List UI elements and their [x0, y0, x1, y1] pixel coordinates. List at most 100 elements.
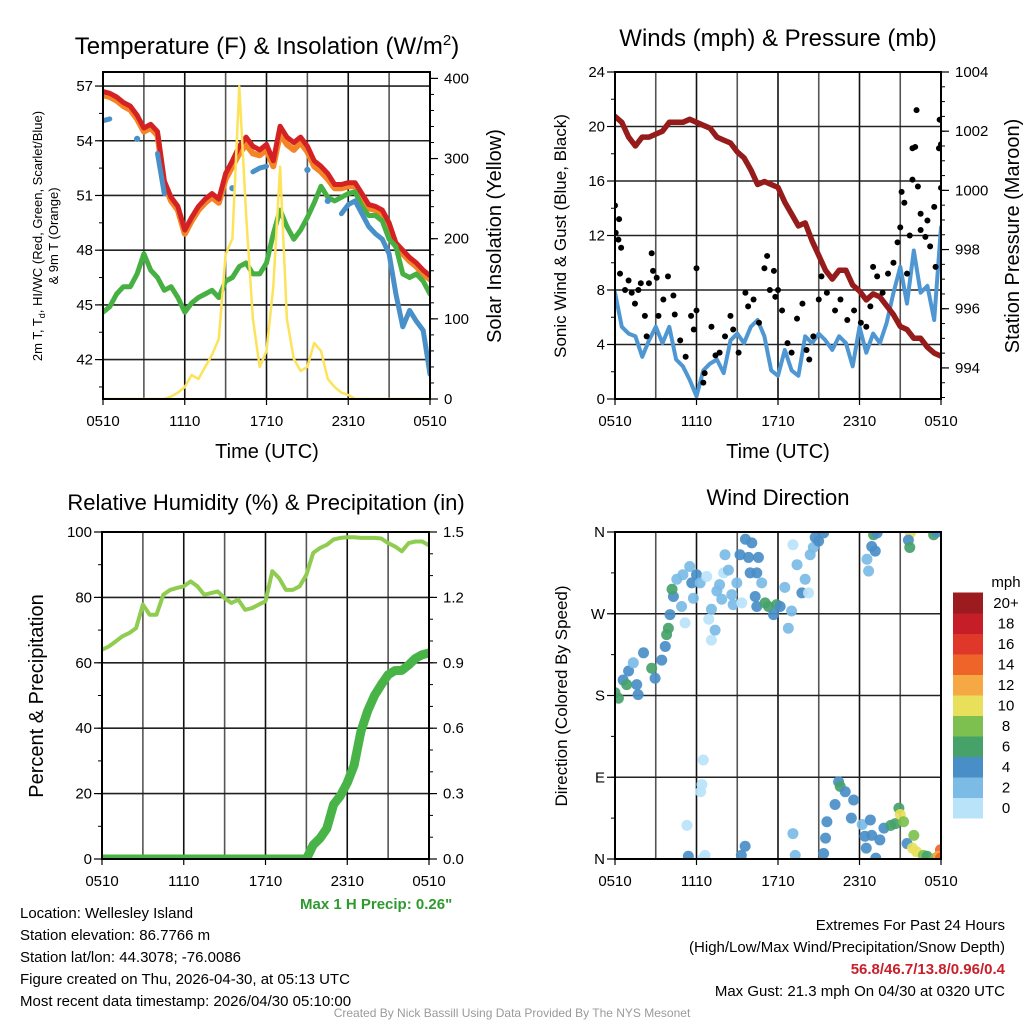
x-tick-label: 0510 — [924, 413, 957, 430]
extremes-values: 56.8/46.7/13.8/0.96/0.4 — [850, 961, 1005, 978]
wind-direction-point — [921, 850, 933, 859]
gust-point — [653, 274, 660, 281]
wind-direction-point — [679, 617, 691, 629]
wind-direction-point — [791, 559, 803, 571]
wind-direction-point — [649, 672, 661, 684]
wind-direction-point — [664, 609, 676, 621]
gust-point — [745, 303, 752, 310]
wind-direction-point — [818, 532, 830, 539]
y2-tick-label: 994 — [955, 360, 980, 377]
wind-direction-point — [863, 565, 875, 577]
elevation-text: Station elevation: 86.7766 m — [20, 927, 211, 944]
y-tick-label: 42 — [76, 352, 93, 369]
gust-point — [616, 216, 623, 223]
wind-direction-point — [656, 654, 668, 666]
y-tick-label: 45 — [76, 297, 93, 314]
wind-direction-point — [779, 581, 791, 593]
temperature-y-axis-label-line1: 2m T, Td, HI/WC (Red, Green, Scarlet/Blu… — [30, 111, 47, 361]
wind-direction-point — [682, 850, 694, 859]
max-gust-text: Max Gust: 21.3 mph On 04/30 at 0320 UTC — [714, 983, 1005, 1000]
gust-point — [894, 239, 901, 246]
wind-direction-point — [869, 545, 881, 557]
colorbar-label: 16 — [998, 636, 1015, 653]
gust-point — [722, 333, 729, 340]
direction-plot-area — [615, 532, 941, 859]
gust-point — [708, 323, 715, 330]
y2-tick-label: 100 — [444, 311, 469, 328]
gust-point — [677, 337, 684, 344]
y2-tick-label: 1.5 — [443, 524, 464, 541]
y-tick-label: 40 — [75, 720, 92, 737]
gust-point — [650, 267, 657, 274]
wind-direction-point — [735, 849, 747, 859]
gust-point — [917, 210, 924, 217]
station-info: Location: Wellesley Island Station eleva… — [20, 903, 351, 1013]
wind-direction-point — [681, 819, 693, 831]
gust-point — [906, 232, 913, 239]
wind-direction-point — [889, 818, 901, 830]
gust-point — [898, 188, 905, 195]
gust-point — [770, 267, 777, 274]
wind-direction-point — [821, 816, 833, 828]
wind-direction-point — [749, 590, 761, 602]
wind-direction-point — [751, 600, 763, 612]
wind-direction-point — [904, 541, 916, 553]
wind-direction-point — [845, 812, 857, 824]
hi-wc-point — [304, 166, 311, 174]
y-tick-label: E — [595, 769, 605, 786]
colorbar-label: 12 — [998, 677, 1015, 694]
wind-direction-point — [677, 569, 689, 581]
gust-point — [693, 265, 700, 272]
wind-direction-point — [687, 592, 699, 604]
gust-point — [863, 323, 870, 330]
humidity-y-axis-label: Percent & Precipitation — [26, 594, 48, 797]
gust-point — [700, 379, 707, 386]
wind-direction-point — [874, 834, 886, 846]
gust-point — [727, 312, 734, 319]
gust-point — [643, 333, 650, 340]
wind-direction-point — [789, 849, 801, 859]
wind-direction-point — [638, 647, 650, 659]
temperature-y-axis-label-line2: & 9m T (Orange) — [46, 187, 61, 284]
gust-point — [761, 265, 768, 272]
wind-direction-point — [676, 600, 688, 612]
y-tick-label: 100 — [67, 524, 92, 541]
y2-tick-label: 200 — [444, 231, 469, 248]
y-tick-label: 80 — [75, 589, 92, 606]
temperature-plot-frame — [102, 71, 431, 400]
colorbar-label: 14 — [998, 656, 1015, 673]
gust-point — [874, 273, 881, 280]
humidity-panel-title: Relative Humidity (%) & Precipitation (i… — [67, 490, 464, 515]
extremes-info: Extremes For Past 24 Hours (High/Low/Max… — [689, 915, 1005, 1003]
wind-direction-point — [848, 794, 860, 806]
gust-point — [936, 116, 941, 123]
hi-wc-line — [103, 116, 113, 124]
temperature-panel-title: Temperature (F) & Insolation (W/m2) — [75, 32, 459, 60]
x-tick-label: 1710 — [761, 413, 794, 430]
wind-direction-point — [839, 786, 851, 798]
wind-direction-point — [898, 816, 910, 828]
gust-point — [775, 287, 781, 293]
winds-panel: 0 4 8 12 16 20 24 0510 1110 1710 2310 0510 994 996 998… — [588, 64, 988, 430]
gust-point — [794, 315, 801, 322]
colorbar-swatch — [953, 613, 983, 634]
gust-point — [690, 326, 697, 333]
wind-direction-point — [736, 597, 748, 609]
x-tick-label: 2310 — [331, 873, 364, 890]
wind-direction-point — [726, 589, 738, 601]
hi-wc-line — [250, 163, 269, 175]
wind-direction-point — [623, 665, 635, 677]
wind-direction-point — [870, 852, 882, 859]
gust-point — [857, 319, 864, 326]
wind-direction-point — [752, 551, 764, 563]
wind-direction-point — [705, 634, 717, 646]
extremes-title: Extremes For Past 24 Hours — [815, 917, 1005, 934]
pressure-y-axis-label: Station Pressure (Maroon) — [1002, 119, 1024, 354]
y-tick-label: 20 — [75, 786, 92, 803]
gust-point — [788, 349, 795, 356]
figure-created-text: Figure created on Thu, 2026-04-30, at 05… — [20, 971, 350, 988]
gust-point — [750, 296, 757, 303]
colorbar-label: 18 — [998, 615, 1015, 632]
wind-direction-point — [774, 600, 786, 612]
wind-direction-point — [731, 577, 743, 589]
